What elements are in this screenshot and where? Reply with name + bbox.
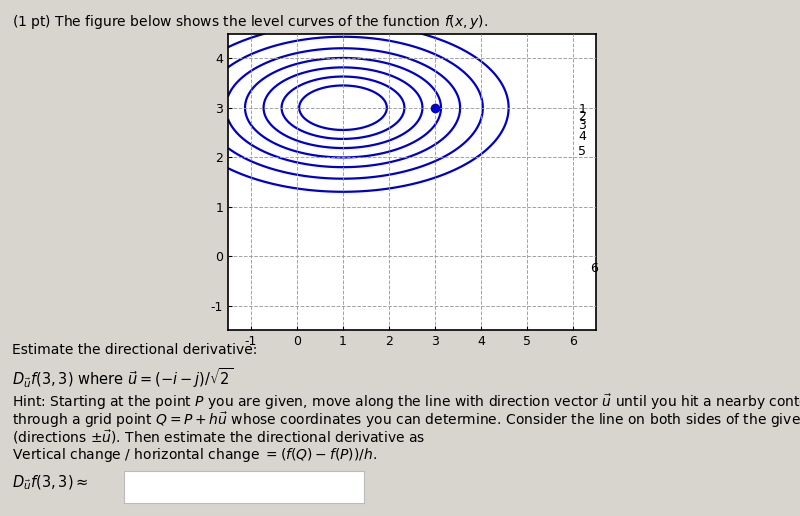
Text: 3: 3 (578, 119, 586, 132)
Point (429, 104, 442, 112)
Text: $D_{\vec{u}}f(3, 3) \approx$: $D_{\vec{u}}f(3, 3) \approx$ (12, 474, 89, 492)
Text: 6: 6 (590, 262, 598, 275)
Text: 1: 1 (578, 103, 586, 116)
Text: Vertical change / horizontal change $= (f(Q) - f(P))/h$.: Vertical change / horizontal change $= (… (12, 446, 377, 464)
Text: (directions $\pm\vec{u}$). Then estimate the directional derivative as: (directions $\pm\vec{u}$). Then estimate… (12, 428, 426, 446)
Text: through a grid point $Q = P + h\vec{u}$ whose coordinates you can determine. Con: through a grid point $Q = P + h\vec{u}$ … (12, 410, 800, 430)
Text: $D_{\vec{u}}f(3, 3)$ where $\vec{u} = (-i - j)/\sqrt{2}$: $D_{\vec{u}}f(3, 3)$ where $\vec{u} = (-… (12, 366, 233, 390)
Text: 2: 2 (578, 110, 586, 123)
Text: Hint: Starting at the point $P$ you are given, move along the line with directio: Hint: Starting at the point $P$ you are … (12, 392, 800, 412)
Text: 5: 5 (578, 144, 586, 158)
Text: Estimate the directional derivative:: Estimate the directional derivative: (12, 343, 258, 357)
Text: (1 pt) The figure below shows the level curves of the function $f(x, y)$.: (1 pt) The figure below shows the level … (12, 13, 488, 31)
Text: 4: 4 (578, 130, 586, 143)
